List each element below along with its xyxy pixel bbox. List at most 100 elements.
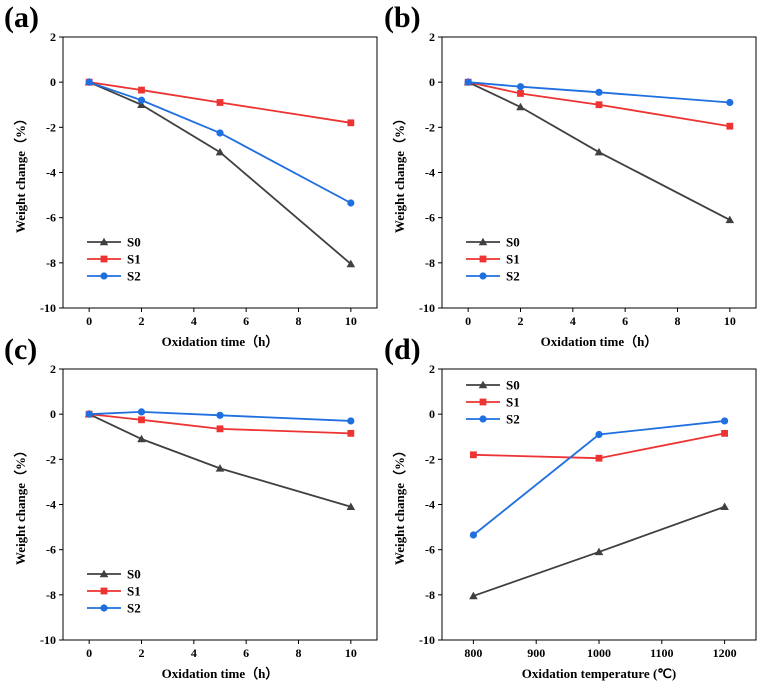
legend-label-s1: S1 — [127, 252, 141, 267]
legend-marker-s2 — [479, 415, 487, 423]
x-tick-label: 1100 — [650, 646, 673, 660]
x-tick-label: 1200 — [713, 646, 737, 660]
data-point-s0 — [346, 502, 356, 510]
x-tick-label: 4 — [570, 314, 576, 328]
x-tick-label: 10 — [724, 314, 736, 328]
panel-label: (c) — [4, 333, 37, 366]
chart-panel-1: (a) 0 2 4 6 8 10 2 0 -2 -4 -6 -8 -10 Oxidation time（h）… — [4, 1, 378, 349]
y-axis-title: Weight change（%） — [13, 112, 28, 233]
y-tick-label: -6 — [46, 543, 56, 557]
legend-label-s1: S1 — [506, 252, 520, 267]
x-tick-label: 6 — [243, 314, 249, 328]
x-tick-label: 800 — [464, 646, 482, 660]
series-line-s0 — [88, 413, 352, 508]
legend-marker-s2 — [100, 272, 108, 280]
x-tick-label: 0 — [86, 314, 92, 328]
y-tick-label: -10 — [40, 301, 56, 315]
y-tick-label: -4 — [46, 166, 56, 180]
legend-label-s0: S0 — [127, 567, 141, 582]
data-point-s1 — [595, 454, 603, 462]
legend-marker-s1 — [479, 398, 487, 406]
data-point-s1 — [721, 429, 728, 437]
x-tick-label: 8 — [296, 646, 302, 660]
x-axis-title: Oxidation temperature (℃) — [522, 666, 676, 681]
panel-label: (a) — [4, 1, 39, 34]
x-tick-label: 0 — [465, 314, 471, 328]
x-tick-label: 10 — [345, 646, 357, 660]
legend-label-s2: S2 — [506, 269, 520, 284]
data-point-s2 — [216, 411, 224, 419]
data-point-s0 — [594, 547, 604, 556]
y-tick-label: 0 — [50, 75, 56, 89]
y-axis-title: Weight change（%） — [392, 444, 407, 565]
y-tick-label: -6 — [425, 543, 435, 557]
legend-label-s1: S1 — [506, 395, 520, 410]
legend-marker-s0 — [99, 569, 109, 578]
y-tick-label: 0 — [429, 75, 435, 89]
series-line-s0 — [467, 81, 731, 221]
data-point-s1 — [470, 451, 477, 459]
y-tick-label: -4 — [425, 498, 435, 512]
data-point-s1 — [216, 425, 224, 433]
x-tick-label: 1000 — [587, 646, 611, 660]
x-axis-title: Oxidation time（h） — [162, 666, 279, 681]
series-line-s1 — [89, 413, 351, 435]
data-point-s2 — [595, 430, 603, 439]
data-point-s1 — [595, 101, 603, 109]
data-point-s0 — [215, 464, 225, 472]
x-tick-label: 2 — [139, 314, 145, 328]
legend-label-s2: S2 — [127, 269, 141, 284]
legend-marker-s0 — [99, 237, 109, 246]
data-point-s2 — [347, 417, 355, 425]
x-tick-label: 0 — [86, 646, 92, 660]
data-point-s2 — [469, 531, 477, 539]
plot-frame — [62, 36, 378, 309]
legend-label-s0: S0 — [506, 378, 520, 393]
chart-panel-2: (b) 0 2 4 6 8 10 2 0 -2 -4 -6 -8 -10 Oxidation time（h）… — [384, 1, 757, 349]
data-point-s0 — [469, 591, 478, 600]
y-tick-label: -10 — [419, 633, 435, 647]
x-tick-label: 10 — [345, 314, 357, 328]
x-tick-label: 8 — [675, 314, 681, 328]
series-line-s1 — [89, 81, 351, 124]
legend-label-s2: S2 — [127, 601, 141, 616]
data-point-s2 — [347, 199, 355, 207]
y-tick-label: -8 — [425, 256, 435, 270]
data-point-s1 — [216, 99, 224, 106]
data-point-s0 — [137, 434, 146, 443]
series-line-s0 — [88, 81, 352, 265]
legend-label-s0: S0 — [506, 235, 520, 250]
data-point-s0 — [720, 502, 729, 510]
legend-marker-s0 — [478, 380, 488, 389]
y-tick-label: 2 — [50, 30, 56, 44]
data-point-s1 — [726, 122, 734, 130]
y-tick-label: 2 — [429, 362, 435, 376]
data-point-s2 — [85, 78, 93, 86]
legend-label-s2: S2 — [506, 412, 520, 427]
data-point-s2 — [516, 83, 525, 91]
data-point-s1 — [138, 416, 145, 424]
data-point-s1 — [138, 86, 145, 94]
data-point-s0 — [215, 147, 225, 156]
data-point-s1 — [517, 90, 524, 97]
x-tick-label: 900 — [527, 646, 545, 660]
series-line-s2 — [468, 81, 730, 104]
data-point-s0 — [594, 147, 604, 156]
data-point-s2 — [137, 408, 146, 416]
x-tick-label: 6 — [622, 314, 628, 328]
y-tick-label: -4 — [46, 498, 56, 512]
legend-marker-s2 — [479, 272, 487, 280]
panel-label: (d) — [384, 333, 421, 366]
data-point-s2 — [726, 98, 734, 107]
x-tick-label: 4 — [191, 646, 197, 660]
y-axis-title: Weight change（%） — [13, 444, 28, 565]
data-point-s0 — [516, 102, 525, 111]
x-axis-title: Oxidation time（h） — [541, 334, 658, 349]
x-tick-label: 2 — [139, 646, 145, 660]
data-point-s2 — [137, 96, 146, 104]
legend-marker-s2 — [100, 604, 108, 612]
y-tick-label: -2 — [425, 452, 435, 466]
data-point-s2 — [216, 129, 224, 137]
series-line-s1 — [467, 81, 730, 128]
